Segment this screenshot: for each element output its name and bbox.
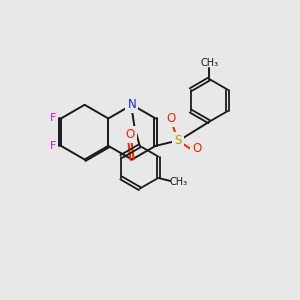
Text: O: O [192, 142, 202, 155]
Text: S: S [174, 134, 182, 147]
Text: O: O [125, 128, 134, 141]
Text: N: N [128, 98, 136, 111]
Text: CH₃: CH₃ [200, 58, 218, 68]
Text: O: O [167, 112, 176, 125]
Text: F: F [50, 141, 56, 151]
Text: F: F [50, 113, 56, 124]
Text: CH₃: CH₃ [169, 177, 188, 188]
